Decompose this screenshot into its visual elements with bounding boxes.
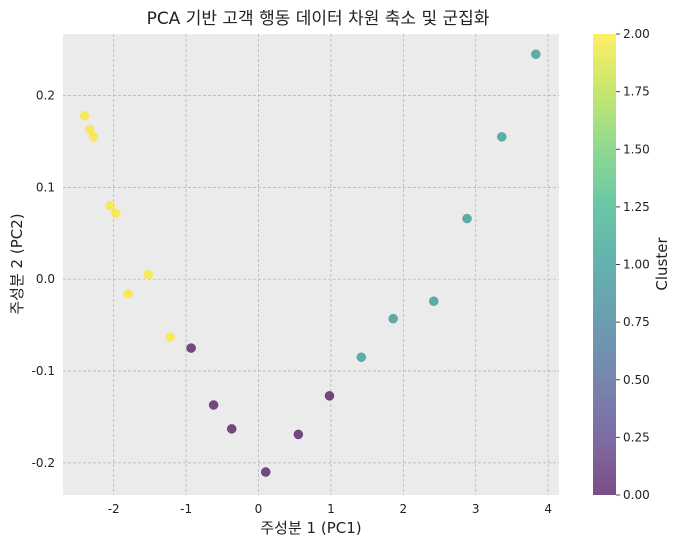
scatter-point: [226, 424, 237, 434]
colorbar-label: Cluster: [653, 237, 671, 291]
x-axis-label: 주성분 1 (PC1): [260, 519, 361, 537]
scatter-point: [497, 132, 507, 142]
colorbar-tick-label: 1.00: [623, 258, 650, 272]
scatter-point: [105, 200, 115, 211]
x-tick-label: 4: [544, 502, 552, 516]
scatter-point: [293, 429, 304, 440]
colorbar-tick-label: 1.50: [623, 142, 650, 156]
data-points: [79, 49, 541, 477]
colorbar-tick-label: 0.50: [623, 373, 650, 387]
scatter-point: [208, 400, 219, 410]
colorbar: [593, 34, 616, 495]
y-tick-label: 0.1: [36, 180, 55, 194]
scatter-point: [79, 110, 90, 121]
x-tick-label: -1: [180, 502, 192, 516]
grid: [63, 34, 559, 495]
plot-area: [63, 34, 559, 495]
x-axis-ticks: -2 -1 0 1 2 3 4: [108, 502, 552, 516]
y-tick-label: 0.2: [36, 89, 55, 103]
colorbar-tick-label: 0.00: [623, 488, 650, 502]
scatter-point: [462, 213, 472, 224]
x-tick-label: 2: [400, 502, 408, 516]
y-tick-label: -0.2: [32, 456, 55, 470]
scatter-point: [260, 467, 271, 477]
colorbar-tick-label: 1.75: [623, 85, 650, 99]
scatter-point: [88, 132, 99, 142]
x-tick-label: 1: [327, 502, 335, 516]
scatter-point: [324, 391, 335, 401]
y-tick-label: -0.1: [32, 364, 55, 378]
scatter-point: [123, 289, 133, 299]
x-tick-label: 3: [472, 502, 480, 516]
x-tick-label: -2: [108, 502, 120, 516]
scatter-point: [428, 296, 439, 306]
colorbar-tick-label: 0.25: [623, 430, 650, 444]
scatter-point: [111, 208, 121, 218]
scatter-point: [356, 352, 367, 363]
y-tick-label: 0.0: [36, 272, 55, 286]
chart-title: PCA 기반 고객 행동 데이터 차원 축소 및 군집화: [147, 9, 490, 29]
colorbar-tick-label: 1.25: [623, 200, 650, 214]
scatter-point: [388, 313, 398, 324]
scatter-point: [143, 269, 154, 280]
colorbar-tick-label: 2.00: [623, 27, 650, 41]
scatter-point: [186, 343, 196, 353]
y-axis-ticks: 0.2 0.1 0.0 -0.1 -0.2: [32, 89, 55, 470]
colorbar-ticks: 0.00 0.25 0.50 0.75 1.00 1.25 1.50 1.75 2.00: [616, 27, 650, 502]
scatter-point: [165, 332, 175, 342]
x-tick-label: 0: [255, 502, 263, 516]
scatter-point: [531, 49, 541, 59]
y-axis-label: 주성분 2 (PC2): [8, 213, 26, 314]
colorbar-tick-label: 0.75: [623, 315, 650, 329]
